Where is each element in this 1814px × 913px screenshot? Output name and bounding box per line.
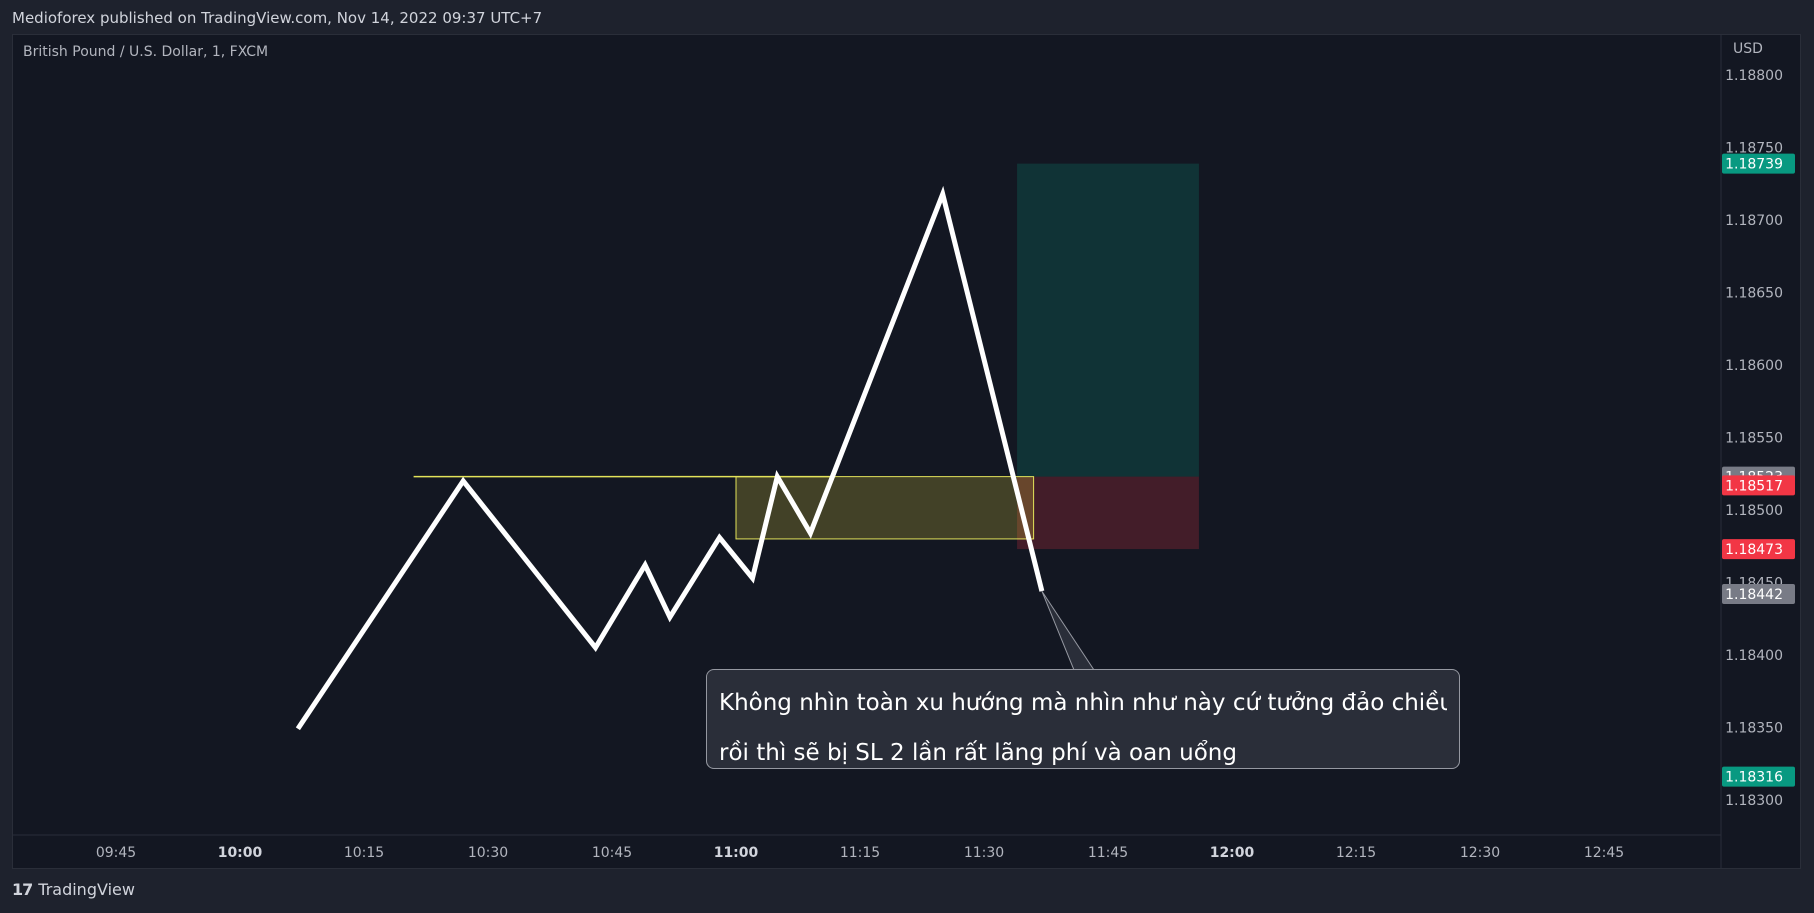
- annotation-line-2: rồi thì sẽ bị SL 2 lần rất lãng phí và o…: [719, 740, 1237, 766]
- annotation-line-1: Không nhìn toàn xu hướng mà nhìn như này…: [719, 690, 1447, 716]
- x-tick-label: 10:00: [218, 845, 263, 861]
- price-label: 1.18316: [1725, 770, 1783, 786]
- price-label-bg: [1722, 153, 1795, 174]
- price-label: 1.18473: [1725, 542, 1783, 558]
- y-tick-label: 1.18500: [1725, 503, 1783, 519]
- y-tick-label: 1.18800: [1725, 68, 1783, 84]
- y-tick-label: 1.18400: [1725, 648, 1783, 664]
- y-tick-label: 1.18650: [1725, 286, 1783, 302]
- annotation-callout[interactable]: Không nhìn toàn xu hướng mà nhìn như này…: [706, 669, 1460, 769]
- x-tick-label: 12:00: [1210, 845, 1255, 861]
- y-tick-label: 1.18300: [1725, 793, 1783, 809]
- x-tick-label: 11:00: [714, 845, 759, 861]
- x-tick-label: 12:15: [1336, 845, 1376, 861]
- y-tick-label: 1.18550: [1725, 431, 1783, 447]
- callout-pointer: [1041, 590, 1095, 671]
- publish-info: Medioforex published on TradingView.com,…: [12, 9, 543, 27]
- x-tick-label: 10:45: [592, 845, 632, 861]
- x-tick-label: 10:15: [344, 845, 384, 861]
- footer-brand[interactable]: 17 TradingView: [12, 880, 135, 899]
- price-label-bg: [1722, 539, 1795, 560]
- x-tick-label: 11:45: [1088, 845, 1128, 861]
- x-tick-label: 11:30: [964, 845, 1004, 861]
- supply-zone-box: [735, 476, 1035, 540]
- brand-name: TradingView: [38, 880, 135, 899]
- x-tick-label: 09:45: [96, 845, 136, 861]
- y-tick-label: 1.18600: [1725, 358, 1783, 374]
- stop-loss-zone: [1017, 476, 1199, 550]
- y-tick-label: 1.18700: [1725, 213, 1783, 229]
- x-tick-label: 12:30: [1460, 845, 1500, 861]
- x-tick-label: 12:45: [1584, 845, 1624, 861]
- tradingview-logo-icon: 17: [12, 880, 33, 899]
- price-label-bg: [1722, 475, 1795, 496]
- x-tick-label: 10:30: [468, 845, 508, 861]
- symbol-label[interactable]: British Pound / U.S. Dollar, 1, FXCM: [23, 44, 269, 60]
- currency-label: USD: [1733, 41, 1763, 57]
- y-tick-label: 1.18350: [1725, 720, 1783, 736]
- x-tick-label: 11:15: [840, 845, 880, 861]
- price-label-bg: [1722, 583, 1795, 604]
- price-label: 1.18517: [1725, 478, 1783, 494]
- price-line-0: [295, 185, 1045, 731]
- take-profit-zone: [1017, 163, 1199, 477]
- y-tick-label: 1.18750: [1725, 141, 1783, 157]
- price-label: 1.18739: [1725, 157, 1783, 173]
- price-label-bg: [1722, 766, 1795, 787]
- price-label: 1.18442: [1725, 587, 1783, 603]
